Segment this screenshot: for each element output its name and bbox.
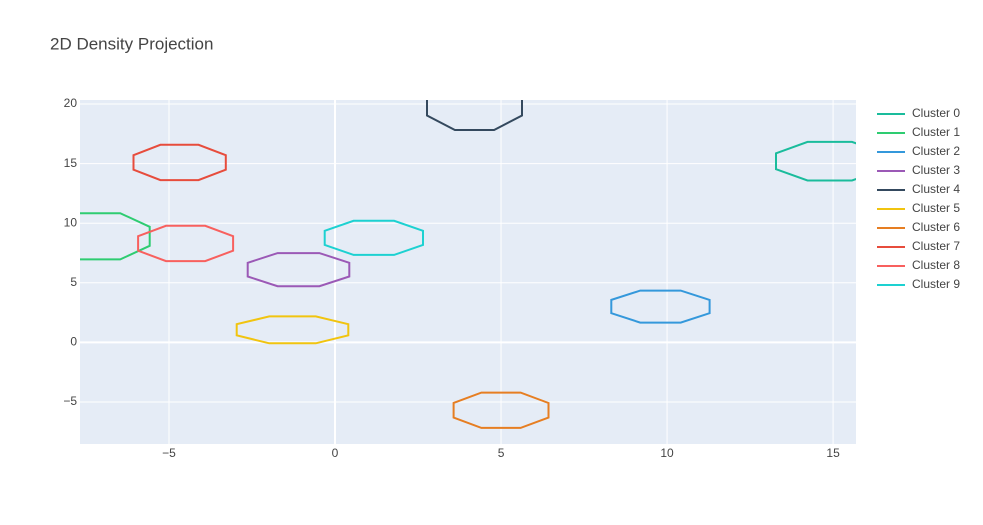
contour-line (137, 224, 235, 263)
legend-label: Cluster 1 (912, 125, 960, 139)
y-tick-label: 10 (64, 215, 78, 229)
contour-line (235, 315, 350, 345)
y-tick-label: 5 (70, 275, 77, 289)
x-tick-label: 10 (660, 446, 674, 460)
legend-label: Cluster 8 (912, 258, 960, 272)
legend-label: Cluster 2 (912, 144, 960, 158)
x-tick-label: −5 (162, 446, 176, 460)
contour-line (452, 391, 550, 429)
x-tick-label: 15 (826, 446, 840, 460)
contour-line (775, 140, 856, 182)
contour-line (132, 143, 227, 182)
contour-line (323, 219, 424, 256)
legend-label: Cluster 7 (912, 239, 960, 253)
x-tick-label: 5 (498, 446, 505, 460)
legend-label: Cluster 4 (912, 182, 960, 196)
y-tick-label: 20 (64, 96, 78, 110)
axis-labels: −5 0 5 10 15 −5 0 5 10 15 20 (63, 96, 840, 460)
x-tick-label: 0 (332, 446, 339, 460)
plot-area (80, 100, 856, 429)
chart-title: 2D Density Projection (50, 34, 213, 53)
plot-background (80, 100, 856, 444)
y-tick-label: 15 (64, 156, 78, 170)
legend-label: Cluster 0 (912, 106, 960, 120)
legend-label: Cluster 9 (912, 277, 960, 291)
legend-label: Cluster 5 (912, 201, 960, 215)
legend-label: Cluster 3 (912, 163, 960, 177)
contour-line (426, 100, 523, 131)
contour-line (610, 289, 711, 324)
legend-label: Cluster 6 (912, 220, 960, 234)
legend: Cluster 0 Cluster 1 Cluster 2 Cluster 3 Clus… (877, 106, 960, 291)
contour-line (246, 252, 351, 288)
y-tick-label: −5 (63, 394, 77, 408)
grid (80, 100, 856, 444)
y-tick-label: 0 (70, 335, 77, 349)
